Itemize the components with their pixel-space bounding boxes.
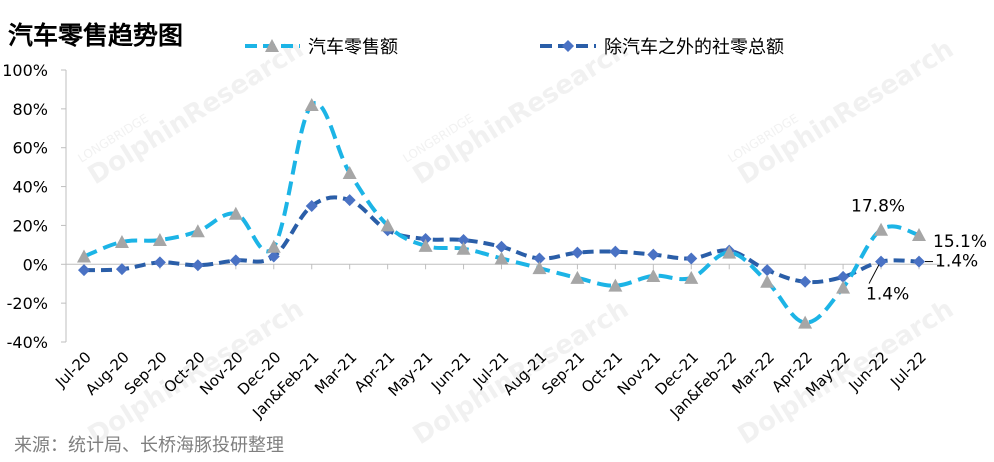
data-point-triangle [380,218,395,232]
data-point-triangle [570,270,585,284]
data-label: 15.1% [933,232,987,252]
data-point-diamond [685,252,698,265]
y-tick-label: 20% [12,216,48,235]
x-tick-label: Mar-21 [311,348,360,397]
data-point-diamond [115,263,128,276]
watermark-name: DolphinResearch [83,34,309,191]
y-tick-label: 80% [12,100,48,119]
data-label: 1.4% [866,285,909,305]
series-car-retail [77,97,926,329]
data-point-triangle [190,224,205,238]
y-tick-label: 100% [2,61,48,80]
y-tick-label: -40% [7,333,48,352]
annotations: 17.8%15.1%1.4%1.4% [851,197,987,305]
y-tick-label: 40% [12,178,48,197]
series-layer [77,97,926,329]
legend-label: 除汽车之外的社零总额 [604,37,784,58]
data-point-diamond [457,234,470,246]
data-point-diamond [533,252,546,265]
data-point-triangle [418,238,433,252]
data-point-triangle [494,251,509,265]
legend: 汽车零售额 除汽车之外的社零总额 [245,37,784,58]
data-point-triangle [266,239,281,253]
y-tick-label: 60% [12,139,48,158]
data-point-diamond [153,256,166,269]
data-point-triangle [304,97,319,111]
data-point-diamond [343,194,356,207]
chart-title: 汽车零售趋势图 [8,21,183,50]
data-point-triangle [798,315,813,329]
x-tick-label: Mar-22 [729,348,778,397]
series-line [83,195,920,285]
y-tick-label: -20% [7,294,48,313]
data-point-diamond [799,275,812,288]
data-point-triangle [646,268,661,282]
watermark-name: DolphinResearch [733,294,959,451]
data-point-diamond [761,264,774,277]
legend-label: 汽车零售额 [308,37,398,58]
data-point-triangle [456,241,471,255]
data-point-diamond [647,248,660,261]
data-point-diamond [267,250,280,263]
data-point-diamond [191,259,204,272]
y-tick-label: 0% [23,255,48,274]
data-point-triangle [152,233,167,246]
data-point-triangle [608,278,623,292]
data-point-triangle [342,165,357,179]
legend-item: 除汽车之外的社零总额 [540,37,784,58]
data-point-diamond [875,255,888,268]
watermark-name: DolphinResearch [408,34,634,191]
data-point-triangle [77,249,91,263]
legend-triangle-marker [265,39,279,52]
data-point-diamond [571,246,584,259]
data-point-diamond [609,245,622,258]
data-point-triangle [912,227,926,241]
data-label: 17.8% [851,197,905,217]
data-point-triangle [228,206,243,220]
data-point-diamond [305,200,318,212]
annotation-leader [868,264,880,284]
data-point-triangle [722,245,737,259]
data-point-triangle [684,270,699,284]
legend-diamond-marker [562,40,574,52]
data-point-triangle [532,261,547,275]
data-point-diamond [78,264,90,277]
series-non-car-retail [78,194,925,288]
data-point-triangle [760,274,775,288]
data-point-diamond [913,255,925,268]
data-point-diamond [229,254,242,267]
data-point-diamond [837,270,850,283]
data-point-diamond [495,240,508,253]
source-note: 来源：统计局、长桥海豚投研整理 [14,435,284,456]
data-point-triangle [836,280,851,294]
legend-item: 汽车零售额 [245,37,398,58]
data-label: 1.4% [935,252,978,272]
data-point-triangle [874,222,889,236]
data-point-triangle [114,234,129,248]
